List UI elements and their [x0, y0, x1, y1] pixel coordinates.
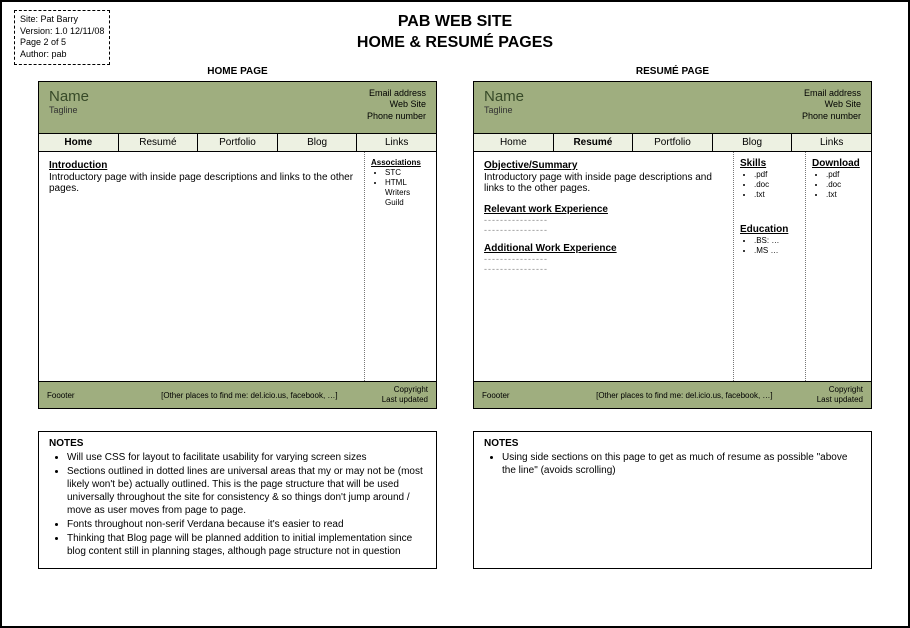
- resume-dl-heading: Download: [812, 158, 865, 169]
- nav-item-home[interactable]: Home: [474, 134, 554, 151]
- nav-item-resum[interactable]: Resumé: [554, 134, 634, 151]
- nav-item-portfolio[interactable]: Portfolio: [633, 134, 713, 151]
- resume-side-skills: Skills .pdf.doc.txt Education .BS: ….MS …: [733, 152, 805, 382]
- list-item: STC: [385, 168, 430, 178]
- placeholder-dots: ----------------: [484, 215, 723, 225]
- list-item: Sections outlined in dotted lines are un…: [67, 465, 426, 517]
- resume-footer-updated: Last updated: [817, 395, 863, 405]
- home-email: Email address: [367, 88, 426, 100]
- list-item: .doc: [826, 180, 865, 190]
- notes-right: NOTES Using side sections on this page t…: [473, 431, 872, 569]
- resume-column: RESUMÉ PAGE Name Tagline Email address W…: [473, 66, 872, 569]
- home-footer-left: Foooter: [47, 391, 117, 400]
- resume-header: Name Tagline Email address Web Site Phon…: [474, 82, 871, 133]
- resume-footer-left: Foooter: [482, 391, 552, 400]
- list-item: .pdf: [754, 170, 799, 180]
- page-title: PAB WEB SITE HOME & RESUMÉ PAGES: [14, 12, 896, 54]
- list-item: .txt: [826, 190, 865, 200]
- resume-nav: HomeResuméPortfolioBlogLinks: [474, 133, 871, 152]
- list-item: .txt: [754, 190, 799, 200]
- resume-email: Email address: [802, 88, 861, 100]
- meta-author: Author: pab: [20, 49, 104, 61]
- list-item: Will use CSS for layout to facilitate us…: [67, 451, 426, 464]
- nav-item-blog[interactable]: Blog: [713, 134, 793, 151]
- nav-item-resum[interactable]: Resumé: [119, 134, 199, 151]
- title-line2: HOME & RESUMÉ PAGES: [14, 33, 896, 54]
- nav-item-portfolio[interactable]: Portfolio: [198, 134, 278, 151]
- resume-obj-heading: Objective/Summary: [484, 160, 723, 171]
- home-label: HOME PAGE: [38, 66, 437, 77]
- resume-edu-heading: Education: [740, 224, 799, 235]
- home-name: Name: [49, 88, 89, 105]
- resume-name: Name: [484, 88, 524, 105]
- home-intro-heading: Introduction: [49, 160, 354, 171]
- meta-version: Version: 1.0 12/11/08: [20, 26, 104, 38]
- home-footer-mid: [Other places to find me: del.icio.us, f…: [117, 391, 382, 400]
- home-tagline: Tagline: [49, 105, 89, 115]
- resume-footer-copyright: Copyright: [817, 385, 863, 395]
- meta-page: Page 2 of 5: [20, 37, 104, 49]
- list-item: .MS …: [754, 246, 799, 256]
- home-mock: Name Tagline Email address Web Site Phon…: [38, 81, 437, 409]
- meta-site: Site: Pat Barry: [20, 14, 104, 26]
- placeholder-dots: ----------------: [484, 264, 723, 274]
- home-column: HOME PAGE Name Tagline Email address Web…: [38, 66, 437, 569]
- nav-item-home[interactable]: Home: [39, 134, 119, 151]
- resume-web: Web Site: [802, 99, 861, 111]
- home-assoc-list: STCHTML Writers Guild: [371, 168, 430, 208]
- resume-rel-heading: Relevant work Experience: [484, 204, 723, 215]
- placeholder-dots: ----------------: [484, 225, 723, 235]
- home-phone: Phone number: [367, 111, 426, 123]
- placeholder-dots: ----------------: [484, 254, 723, 264]
- list-item: Fonts throughout non-serif Verdana becau…: [67, 518, 426, 531]
- list-item: HTML Writers Guild: [385, 178, 430, 208]
- resume-skills-heading: Skills: [740, 158, 799, 169]
- home-footer-updated: Last updated: [382, 395, 428, 405]
- notes-right-list: Using side sections on this page to get …: [484, 451, 861, 477]
- resume-phone: Phone number: [802, 111, 861, 123]
- list-item: .BS: …: [754, 236, 799, 246]
- home-nav: HomeResuméPortfolioBlogLinks: [39, 133, 436, 152]
- notes-right-heading: NOTES: [484, 438, 861, 449]
- notes-left: NOTES Will use CSS for layout to facilit…: [38, 431, 437, 569]
- resume-main: Objective/Summary Introductory page with…: [474, 152, 733, 382]
- resume-mock: Name Tagline Email address Web Site Phon…: [473, 81, 872, 409]
- resume-tagline: Tagline: [484, 105, 524, 115]
- resume-footer-mid: [Other places to find me: del.icio.us, f…: [552, 391, 817, 400]
- resume-edu-list: .BS: ….MS …: [740, 236, 799, 256]
- title-line1: PAB WEB SITE: [14, 12, 896, 33]
- home-footer: Foooter [Other places to find me: del.ic…: [39, 381, 436, 407]
- nav-item-links[interactable]: Links: [792, 134, 871, 151]
- home-footer-copyright: Copyright: [382, 385, 428, 395]
- nav-item-blog[interactable]: Blog: [278, 134, 358, 151]
- resume-obj-body: Introductory page with inside page descr…: [484, 172, 723, 194]
- resume-skills-list: .pdf.doc.txt: [740, 170, 799, 200]
- notes-left-heading: NOTES: [49, 438, 426, 449]
- list-item: .pdf: [826, 170, 865, 180]
- home-header: Name Tagline Email address Web Site Phon…: [39, 82, 436, 133]
- resume-label: RESUMÉ PAGE: [473, 66, 872, 77]
- home-intro-body: Introductory page with inside page descr…: [49, 172, 354, 194]
- resume-dl-list: .pdf.doc.txt: [812, 170, 865, 200]
- resume-footer: Foooter [Other places to find me: del.ic…: [474, 381, 871, 407]
- resume-add-heading: Additional Work Experience: [484, 243, 723, 254]
- home-assoc-heading: Associations: [371, 158, 430, 167]
- home-sidebar: Associations STCHTML Writers Guild: [364, 152, 436, 382]
- list-item: Using side sections on this page to get …: [502, 451, 861, 477]
- nav-item-links[interactable]: Links: [357, 134, 436, 151]
- meta-box: Site: Pat Barry Version: 1.0 12/11/08 Pa…: [14, 10, 110, 65]
- home-main: Introduction Introductory page with insi…: [39, 152, 364, 382]
- notes-left-list: Will use CSS for layout to facilitate us…: [49, 451, 426, 558]
- list-item: Thinking that Blog page will be planned …: [67, 532, 426, 558]
- resume-side-download: Download .pdf.doc.txt: [805, 152, 871, 382]
- list-item: .doc: [754, 180, 799, 190]
- home-web: Web Site: [367, 99, 426, 111]
